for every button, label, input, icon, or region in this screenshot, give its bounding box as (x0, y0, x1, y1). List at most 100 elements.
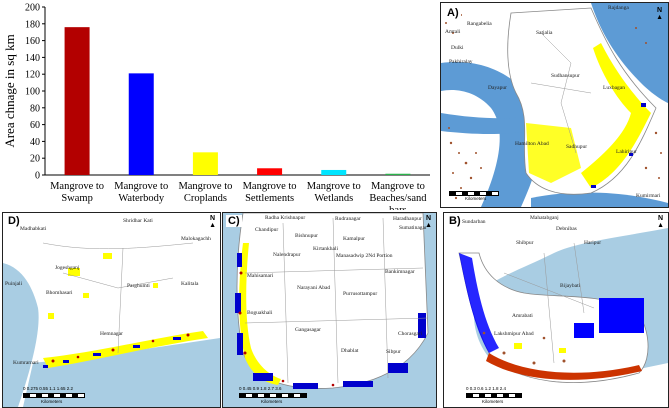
scale-bar (449, 191, 499, 196)
place-label: Sumatinagar (399, 225, 427, 231)
scale-ticks: 0 0.275 0.55 1.1 1.65 2.2 (23, 386, 74, 391)
place-label: Hamilton Abad (515, 141, 549, 147)
scale-label: Kilometers (41, 399, 63, 404)
map-d-cropland-coast (43, 331, 208, 368)
y-tick-label: 100 (25, 87, 40, 98)
place-label: Shridhar Kati (123, 218, 153, 224)
place-label: Luxbagan (603, 85, 625, 91)
scale-ticks: 0 0.3 0.6 1.2 1.8 2.4 (466, 386, 507, 391)
x-tick-label: Wetlands (314, 193, 353, 204)
place-label: Hemnagar (100, 331, 123, 337)
chart-svg: 0 20 40 60 80 100 120 140 160 180 200 Area chnage i… (2, 3, 430, 216)
map-d-swamp-speckle (51, 333, 190, 363)
place-label: Rajdanga (608, 5, 629, 11)
x-tick-label: Swamp (61, 193, 93, 204)
place-label: Malokagachh (181, 236, 211, 242)
place-label: Rangabelia (467, 21, 492, 27)
place-label: Bijaybati (560, 283, 581, 289)
map-d-water-south (23, 338, 220, 407)
place-label: Sudhansupur (551, 73, 580, 79)
x-tick-label: Mangrove to (178, 181, 232, 192)
map-d-water-west (3, 263, 39, 407)
x-tick-label: Mangrove to (243, 181, 297, 192)
place-label: Amtali (445, 29, 461, 35)
place-label: Kirtankhali (313, 246, 339, 252)
y-tick-label: 40 (30, 137, 40, 148)
y-axis-title: Area chnage in sq km (2, 34, 17, 147)
map-b-boundaries (503, 242, 595, 364)
x-tick-label: Croplands (184, 193, 227, 204)
place-label: Parghumti (127, 283, 150, 289)
place-label: Lakshmipur Abad (494, 331, 534, 337)
scale-label: Kilometers (465, 196, 487, 201)
place-label: Mahatabganj (530, 215, 559, 221)
bar-chart: 0 20 40 60 80 100 120 140 160 180 200 Area chnage i… (0, 0, 432, 216)
y-tick-label: 160 (25, 36, 40, 47)
map-c-graphic (223, 213, 436, 407)
place-label: Dhablat (341, 348, 359, 354)
map-a-graphic (441, 3, 668, 207)
bar (64, 27, 90, 175)
y-tick-label: 0 (35, 171, 40, 182)
place-label: Shibpur (516, 240, 534, 246)
place-label: Kalitala (181, 281, 199, 287)
y-tick-label: 200 (25, 3, 40, 14)
place-label: Sibpur (386, 349, 401, 355)
map-a-river-south (531, 192, 668, 207)
map-a-swamp-speckle (445, 14, 662, 200)
y-tick-label: 60 (30, 120, 40, 131)
map-panel-c: C) Radha Krishnapur Rudranagar Haradhanp… (222, 212, 437, 408)
map-a-cropland-east (581, 43, 651, 188)
map-panel-d: D) Shridhar Kati Madhabkati Malokagachh … (2, 212, 221, 408)
place-label: Chandipur (255, 227, 279, 233)
place-label: Manasadwip 2Nd Portion (336, 253, 393, 259)
y-tick-label: 180 (25, 19, 40, 30)
place-label: Debnibas (556, 226, 577, 232)
y-tick-label: 120 (25, 70, 40, 81)
place-label: Pakhiralay (449, 59, 473, 65)
place-label: Narayani Abad (297, 285, 331, 291)
map-d-graphic (3, 213, 220, 407)
map-d-water-speckle (43, 337, 181, 368)
place-label: Kumrarnari (13, 360, 39, 366)
x-tick-label: Mangrove to (50, 181, 104, 192)
place-label: Rudranagar (335, 216, 361, 222)
map-a-water-speckle (591, 103, 646, 188)
scale-bar (23, 393, 85, 398)
place-label: Kumirmari (636, 193, 661, 199)
y-tick-label: 80 (30, 103, 40, 114)
place-label: Nalendrapur (273, 252, 301, 258)
place-label: Satjalia (536, 30, 553, 36)
y-tick-label: 20 (30, 154, 40, 165)
place-label: Gangasagar (295, 327, 321, 333)
place-label: Sundarban (462, 219, 486, 225)
scale-bar (466, 393, 522, 398)
x-tick-label: Mangrove to (371, 181, 425, 192)
place-label: Dulki (451, 45, 464, 51)
x-tick-label: Mangrove to (307, 181, 361, 192)
north-arrow-icon: N ▲ (657, 215, 664, 229)
place-label: Amrabati (512, 313, 533, 319)
map-b-swamp-speckle (482, 331, 566, 365)
panel-b-letter: B) (447, 215, 463, 227)
x-tick-label: bars (389, 205, 407, 210)
place-label: Jogeshganj (55, 265, 80, 271)
bar (192, 152, 218, 175)
map-d-boundaries (42, 242, 194, 354)
map-b-swamp-coast (486, 353, 642, 380)
map-panel-a: A) Rajdanga Rangabelia Amtali Dulki Pakh… (440, 2, 669, 208)
place-label: Mahisamari (247, 273, 274, 279)
map-a-river-east (591, 3, 668, 103)
place-label: Bishnupur (295, 233, 318, 239)
scale-bar (239, 393, 307, 398)
north-arrow-icon: N ▲ (425, 215, 432, 229)
map-d-cropland-patches (48, 253, 158, 319)
place-label: Bankimnagar (385, 269, 415, 275)
map-b-water-loss-west (459, 253, 499, 353)
place-label: Radha Krishnapur (265, 215, 306, 221)
place-label: Madhabkati (20, 226, 47, 232)
map-b-graphic (444, 213, 668, 407)
panel-a-letter: A) (445, 7, 461, 19)
bar (321, 169, 347, 175)
map-c-swamp-speckle (238, 271, 335, 387)
